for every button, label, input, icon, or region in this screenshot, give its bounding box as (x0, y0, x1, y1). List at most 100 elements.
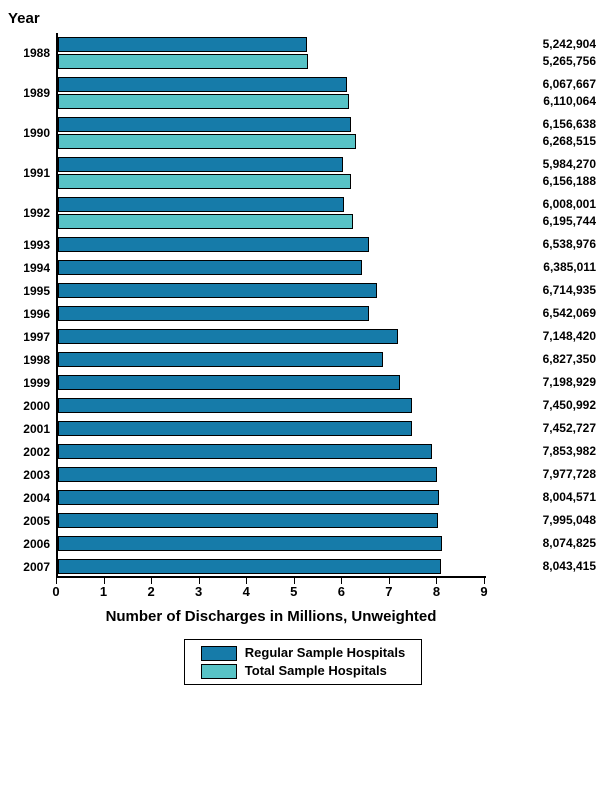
x-tick-label: 1 (94, 584, 114, 599)
x-tick-label: 0 (46, 584, 66, 599)
y-tick-label: 2005 (23, 509, 50, 532)
value-label-regular: 6,385,011 (492, 259, 606, 276)
bar-row (58, 486, 486, 509)
value-label-row: 8,074,825 (492, 532, 606, 555)
x-tick: 9 (484, 578, 485, 584)
value-label-row: 8,043,415 (492, 555, 606, 578)
value-label-row: 7,148,420 (492, 325, 606, 348)
legend-label: Total Sample Hospitals (245, 662, 387, 680)
bar-regular (58, 117, 351, 132)
bar-row (58, 463, 486, 486)
x-tick: 3 (199, 578, 200, 584)
value-label-total: 6,268,515 (492, 133, 606, 150)
x-tick: 4 (246, 578, 247, 584)
plot-area (56, 33, 486, 578)
y-tick-label: 1997 (23, 325, 50, 348)
value-label-row: 6,538,976 (492, 233, 606, 256)
legend: Regular Sample Hospitals Total Sample Ho… (184, 639, 422, 685)
bar-regular (58, 260, 362, 275)
y-tick-label: 1999 (23, 371, 50, 394)
bar-row (58, 153, 486, 193)
value-label-regular: 8,074,825 (492, 535, 606, 552)
x-tick-label: 9 (474, 584, 494, 599)
value-label-regular: 6,542,069 (492, 305, 606, 322)
y-tick-label: 1993 (23, 233, 50, 256)
value-label-row: 7,198,929 (492, 371, 606, 394)
value-label-total: 6,110,064 (492, 93, 606, 110)
y-axis-labels: 1988198919901991199219931994199519961997… (0, 33, 56, 578)
x-tick: 2 (151, 578, 152, 584)
value-label-regular: 6,714,935 (492, 282, 606, 299)
x-tick-label: 5 (284, 584, 304, 599)
value-label-regular: 7,995,048 (492, 512, 606, 529)
value-label-row: 6,067,6676,110,064 (492, 73, 606, 113)
bar-row (58, 440, 486, 463)
bar-regular (58, 352, 383, 367)
bar-regular (58, 329, 398, 344)
bar-row (58, 394, 486, 417)
y-tick-label: 2002 (23, 440, 50, 463)
value-label-regular: 7,148,420 (492, 328, 606, 345)
value-label-regular: 7,450,992 (492, 397, 606, 414)
legend-item-total: Total Sample Hospitals (201, 662, 405, 680)
bar-regular (58, 157, 343, 172)
y-tick-label: 1988 (23, 33, 50, 73)
value-label-regular: 7,452,727 (492, 420, 606, 437)
bar-row (58, 113, 486, 153)
legend-item-regular: Regular Sample Hospitals (201, 644, 405, 662)
value-label-regular: 7,977,728 (492, 466, 606, 483)
value-label-regular: 6,827,350 (492, 351, 606, 368)
value-label-regular: 5,242,904 (492, 36, 606, 53)
bar-row (58, 302, 486, 325)
y-tick-label: 2003 (23, 463, 50, 486)
bar-row (58, 371, 486, 394)
value-label-total: 6,156,188 (492, 173, 606, 190)
bar-row (58, 73, 486, 113)
x-tick: 8 (436, 578, 437, 584)
x-tick: 5 (294, 578, 295, 584)
value-label-row: 7,977,728 (492, 463, 606, 486)
value-label-row: 6,827,350 (492, 348, 606, 371)
bar-regular (58, 375, 400, 390)
bar-regular (58, 398, 412, 413)
y-tick-label: 2006 (23, 532, 50, 555)
chart-body: 1988198919901991199219931994199519961997… (0, 33, 606, 578)
bar-regular (58, 197, 344, 212)
bar-total (58, 134, 356, 149)
y-tick-label: 2000 (23, 394, 50, 417)
y-tick-label: 1989 (23, 73, 50, 113)
value-label-row: 6,156,6386,268,515 (492, 113, 606, 153)
y-tick-label: 1994 (23, 256, 50, 279)
bar-row (58, 279, 486, 302)
bar-regular (58, 237, 369, 252)
y-tick-label: 1996 (23, 302, 50, 325)
value-label-regular: 8,043,415 (492, 558, 606, 575)
bar-regular (58, 77, 347, 92)
bar-row (58, 348, 486, 371)
bar-row (58, 555, 486, 578)
x-tick-label: 2 (141, 584, 161, 599)
bar-total (58, 174, 351, 189)
y-tick-label: 2004 (23, 486, 50, 509)
bar-row (58, 233, 486, 256)
bar-row (58, 509, 486, 532)
bar-regular (58, 467, 437, 482)
value-label-row: 5,984,2706,156,188 (492, 153, 606, 193)
value-label-regular: 6,156,638 (492, 116, 606, 133)
bar-row (58, 532, 486, 555)
legend-swatch-total (201, 664, 237, 679)
value-label-regular: 6,067,667 (492, 76, 606, 93)
value-label-total: 6,195,744 (492, 213, 606, 230)
value-label-regular: 5,984,270 (492, 156, 606, 173)
bar-regular (58, 559, 441, 574)
y-tick-label: 1992 (23, 193, 50, 233)
bar-row (58, 256, 486, 279)
value-label-regular: 8,004,571 (492, 489, 606, 506)
x-tick-label: 4 (236, 584, 256, 599)
y-tick-label: 2007 (23, 555, 50, 578)
bar-row (58, 325, 486, 348)
legend-label: Regular Sample Hospitals (245, 644, 405, 662)
bar-regular (58, 421, 412, 436)
x-tick-label: 6 (331, 584, 351, 599)
value-label-regular: 7,198,929 (492, 374, 606, 391)
